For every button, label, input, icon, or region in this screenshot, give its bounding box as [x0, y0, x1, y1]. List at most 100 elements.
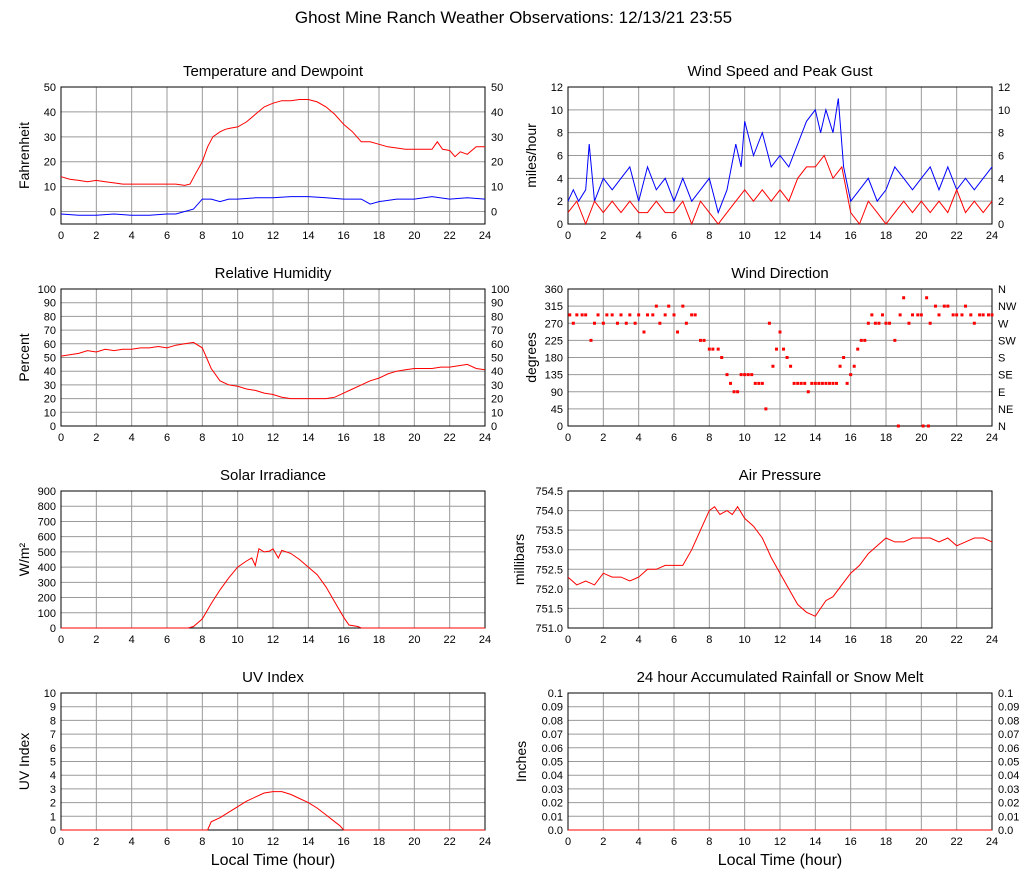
rain-x-tick-label: 20 [915, 836, 927, 848]
wind-speed-plot-frame [567, 86, 993, 225]
humidity-x-tick-label: 6 [164, 432, 170, 444]
wind-speed-x-tick-label: 10 [739, 230, 751, 242]
pressure-plot-frame [567, 490, 993, 629]
humidity-y-tick-label: 0 [50, 421, 56, 433]
wind-direction-point [919, 313, 923, 317]
wind-direction-point [863, 338, 867, 342]
temperature-title: Temperature and Dewpoint [183, 63, 364, 80]
wind-speed-series-0-line [567, 98, 993, 215]
wind-direction-point [684, 321, 688, 325]
wind-direction-x-tick-label: 16 [845, 432, 857, 444]
wind-direction-x-tick-label: 8 [706, 432, 712, 444]
pressure-x-tick-label: 2 [600, 634, 606, 646]
humidity-right-tick-label: 10 [491, 407, 503, 419]
wind-direction-point [789, 364, 793, 368]
solar-x-tick-label: 22 [444, 634, 456, 646]
page-title: Ghost Mine Ranch Weather Observations: 1… [294, 8, 733, 27]
humidity-right-tick-label: 90 [491, 298, 503, 310]
wind-direction-point [972, 321, 976, 325]
temperature-x-tick-label: 10 [232, 230, 244, 242]
rain-x-tick-label: 6 [671, 836, 677, 848]
rain-x-tick-label: 18 [880, 836, 892, 848]
rain-x-tick-label: 8 [706, 836, 712, 848]
temperature-right-tick-label: 10 [491, 182, 503, 194]
wind-speed-x-tick-label: 14 [809, 230, 821, 242]
humidity-right-tick-label: 40 [491, 366, 503, 378]
pressure-series-0-line [567, 505, 993, 617]
temperature-plot-frame [60, 86, 486, 225]
wind-speed-x-tick-label: 0 [565, 230, 571, 242]
solar-y-tick-label: 0 [50, 623, 56, 635]
wind-speed-x-tick-label: 20 [915, 230, 927, 242]
wind-speed-x-tick-label: 4 [636, 230, 642, 242]
temperature-right-tick-label: 0 [491, 207, 497, 219]
wind-direction-point [785, 356, 789, 359]
wind-direction-point [778, 330, 782, 334]
wind-direction-x-tick-label: 6 [671, 432, 677, 444]
wind-direction-point [942, 304, 946, 308]
wind-direction-point [580, 313, 584, 317]
pressure-x-tick-label: 0 [565, 634, 571, 646]
rain-right-tick-label: 0.05 [998, 757, 1019, 769]
wind-direction-point [907, 321, 911, 325]
humidity-x-tick-label: 20 [408, 432, 420, 444]
solar-y-tick-label: 200 [38, 593, 56, 605]
wind-speed-right-tick-label: 8 [998, 128, 1004, 140]
wind-direction-point [667, 304, 671, 308]
wind-direction-right-tick-label: NW [998, 301, 1017, 313]
wind-direction-point [911, 313, 914, 317]
wind-direction-point [596, 313, 600, 317]
rain-x-tick-label: 24 [986, 836, 998, 848]
temperature-x-tick-label: 18 [373, 230, 385, 242]
wind-speed-y-axis-label: miles/hour [523, 123, 539, 188]
wind-direction-point [774, 347, 778, 351]
humidity-x-tick-label: 10 [232, 432, 244, 444]
temperature-x-tick-label: 0 [58, 230, 64, 242]
wind-direction-point [571, 321, 575, 325]
rain-x-axis-label: Local Time (hour) [718, 852, 843, 869]
rain-x-tick-label: 12 [774, 836, 786, 848]
pressure-x-tick-label: 20 [915, 634, 927, 646]
wind-direction-point [933, 304, 937, 308]
rain-x-tick-label: 22 [951, 836, 963, 848]
solar-x-tick-label: 12 [267, 634, 279, 646]
rain-chart: 24 hour Accumulated Rainfall or Snow Mel… [513, 669, 1019, 869]
solar-series-0-line [61, 548, 485, 629]
humidity-x-tick-label: 14 [302, 432, 314, 444]
pressure-title: Air Pressure [739, 467, 822, 484]
humidity-x-tick-label: 12 [267, 432, 279, 444]
wind-direction-point [693, 313, 697, 317]
humidity-plot-frame [60, 288, 486, 427]
humidity-y-tick-label: 60 [44, 339, 56, 351]
wind-direction-y-tick-label: 270 [545, 318, 563, 330]
humidity-right-tick-label: 30 [491, 380, 503, 392]
solar-x-tick-label: 4 [129, 634, 135, 646]
wind-direction-right-tick-label: SW [998, 335, 1016, 347]
pressure-y-axis-label: millibars [511, 534, 527, 585]
humidity-right-tick-label: 50 [491, 353, 503, 365]
wind-direction-point [782, 347, 786, 351]
temperature-y-axis-label: Fahrenheit [16, 122, 32, 189]
wind-direction-y-tick-label: 360 [545, 284, 563, 296]
wind-direction-y-tick-label: 135 [545, 370, 563, 382]
humidity-y-tick-label: 20 [44, 394, 56, 406]
wind-direction-point [672, 313, 676, 317]
humidity-y-tick-label: 10 [44, 407, 56, 419]
wind-direction-right-tick-label: N [998, 284, 1006, 296]
wind-direction-point [681, 304, 685, 308]
temperature-x-tick-label: 16 [338, 230, 350, 242]
wind-direction-point [898, 313, 902, 317]
pressure-y-tick-label: 751.0 [535, 623, 563, 635]
uv-x-tick-label: 22 [444, 836, 456, 848]
rain-x-tick-label: 10 [739, 836, 751, 848]
pressure-x-tick-label: 24 [986, 634, 998, 646]
wind-direction-point [642, 330, 646, 334]
wind-direction-point [637, 313, 641, 317]
uv-x-tick-label: 8 [199, 836, 205, 848]
wind-direction-point [955, 313, 959, 317]
wind-direction-point [916, 313, 920, 317]
rain-y-tick-label: 0.03 [542, 784, 563, 796]
